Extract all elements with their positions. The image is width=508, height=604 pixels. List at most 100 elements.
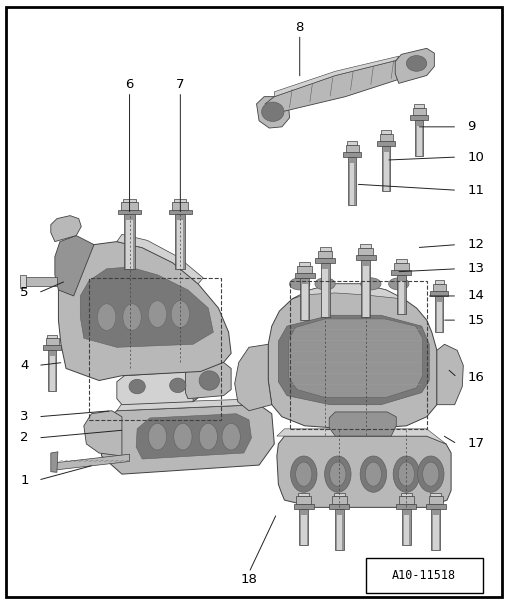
Polygon shape	[433, 284, 446, 291]
Polygon shape	[43, 345, 61, 350]
Polygon shape	[292, 284, 404, 299]
Polygon shape	[121, 202, 138, 210]
Polygon shape	[401, 493, 412, 496]
Polygon shape	[396, 504, 417, 509]
Polygon shape	[136, 414, 251, 459]
Polygon shape	[417, 126, 422, 156]
Text: 10: 10	[467, 150, 484, 164]
Polygon shape	[257, 97, 290, 128]
Polygon shape	[58, 242, 231, 381]
Polygon shape	[396, 259, 407, 263]
Polygon shape	[51, 216, 81, 242]
Polygon shape	[435, 296, 443, 332]
Polygon shape	[235, 344, 272, 411]
Polygon shape	[265, 60, 406, 115]
Text: 4: 4	[20, 359, 28, 372]
Polygon shape	[26, 277, 57, 286]
Polygon shape	[323, 269, 328, 317]
Ellipse shape	[148, 301, 167, 327]
Polygon shape	[356, 255, 376, 260]
Ellipse shape	[170, 378, 186, 393]
Text: 2: 2	[20, 431, 29, 445]
Ellipse shape	[262, 102, 284, 121]
Bar	[290, 281, 427, 429]
Text: 17: 17	[467, 437, 484, 451]
Ellipse shape	[174, 423, 192, 450]
Polygon shape	[175, 214, 185, 269]
Polygon shape	[51, 452, 58, 472]
Ellipse shape	[296, 462, 312, 486]
Polygon shape	[337, 515, 342, 550]
Polygon shape	[433, 515, 438, 550]
Polygon shape	[334, 493, 345, 496]
Polygon shape	[429, 496, 443, 504]
Polygon shape	[302, 284, 307, 320]
Text: 18: 18	[240, 573, 258, 586]
Polygon shape	[415, 120, 423, 156]
Polygon shape	[56, 454, 130, 470]
Ellipse shape	[291, 456, 317, 492]
Polygon shape	[185, 362, 231, 399]
Text: 14: 14	[467, 289, 484, 303]
Polygon shape	[47, 335, 57, 338]
Polygon shape	[277, 436, 451, 507]
Polygon shape	[55, 236, 94, 296]
Polygon shape	[294, 504, 314, 509]
Polygon shape	[382, 146, 390, 191]
Ellipse shape	[290, 278, 310, 290]
Polygon shape	[274, 56, 399, 97]
Polygon shape	[410, 115, 428, 120]
Polygon shape	[345, 145, 359, 152]
Polygon shape	[278, 315, 429, 405]
Ellipse shape	[148, 423, 167, 450]
Polygon shape	[169, 210, 192, 214]
Polygon shape	[404, 515, 409, 545]
Polygon shape	[377, 141, 395, 146]
Ellipse shape	[171, 301, 189, 327]
Polygon shape	[381, 130, 391, 134]
Ellipse shape	[406, 56, 427, 71]
Ellipse shape	[98, 304, 116, 330]
Text: 7: 7	[176, 78, 184, 91]
Ellipse shape	[325, 456, 351, 492]
Polygon shape	[172, 202, 188, 210]
Polygon shape	[430, 291, 449, 296]
Polygon shape	[379, 134, 393, 141]
Bar	[89, 278, 221, 420]
Polygon shape	[174, 199, 186, 202]
Polygon shape	[177, 220, 183, 269]
Polygon shape	[394, 263, 408, 270]
Polygon shape	[332, 496, 346, 504]
Polygon shape	[350, 163, 355, 205]
Polygon shape	[321, 263, 330, 317]
Polygon shape	[320, 247, 331, 251]
Polygon shape	[361, 260, 370, 317]
Polygon shape	[300, 278, 309, 320]
Text: 12: 12	[467, 238, 484, 251]
Polygon shape	[268, 284, 437, 428]
Polygon shape	[397, 275, 406, 314]
Ellipse shape	[199, 423, 217, 450]
Text: 11: 11	[467, 184, 484, 197]
Ellipse shape	[418, 456, 444, 492]
Polygon shape	[399, 496, 414, 504]
Polygon shape	[118, 210, 141, 214]
Polygon shape	[426, 504, 446, 509]
Polygon shape	[359, 248, 373, 255]
Polygon shape	[117, 371, 201, 405]
Polygon shape	[299, 509, 308, 545]
Text: A10-11518: A10-11518	[392, 569, 456, 582]
Ellipse shape	[330, 462, 346, 486]
Polygon shape	[50, 356, 55, 391]
Bar	[366, 558, 483, 593]
Polygon shape	[363, 266, 368, 317]
Polygon shape	[437, 302, 442, 332]
Polygon shape	[414, 104, 424, 108]
Polygon shape	[434, 280, 444, 284]
Polygon shape	[348, 157, 356, 205]
Polygon shape	[48, 350, 56, 391]
Text: 3: 3	[20, 410, 29, 423]
Polygon shape	[277, 429, 446, 444]
Polygon shape	[124, 214, 135, 269]
Polygon shape	[391, 270, 411, 275]
